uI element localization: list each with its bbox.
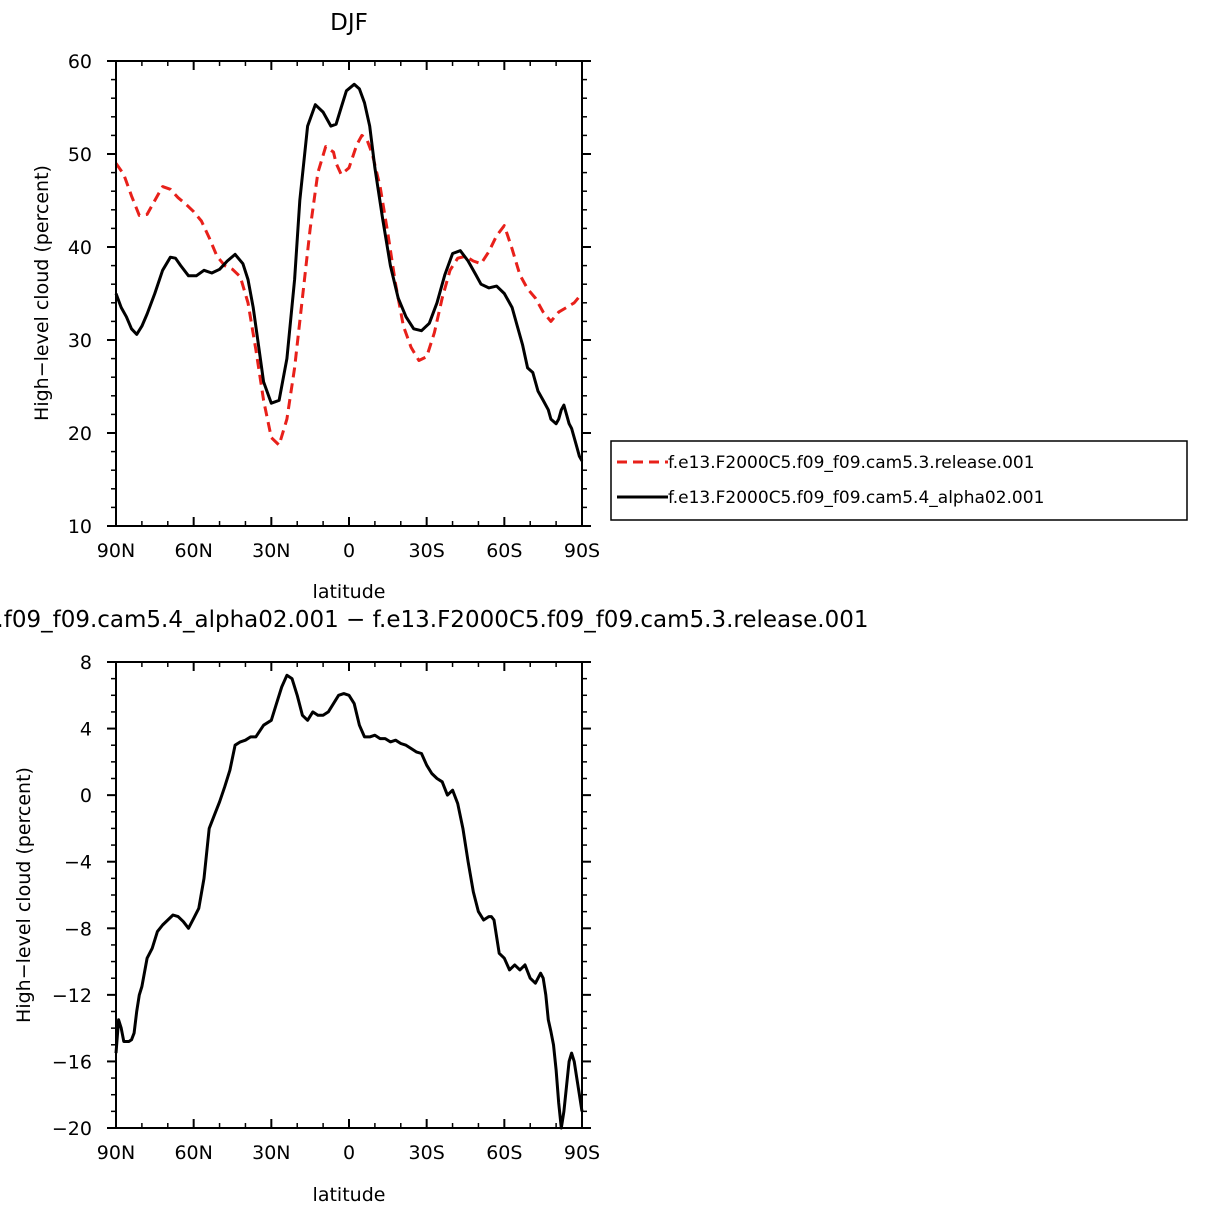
top-y-tick-label: 60 xyxy=(68,51,92,73)
bottom-x-tick-label: 0 xyxy=(343,1142,355,1164)
top-series-line-0 xyxy=(114,133,584,447)
top-x-tick-label: 60N xyxy=(174,540,212,562)
top-y-tick-label: 10 xyxy=(68,516,92,538)
legend: f.e13.F2000C5.f09_f09.cam5.3.release.001… xyxy=(610,440,1188,521)
bottom-x-tick-label: 90S xyxy=(564,1142,600,1164)
top-x-axis-title: latitude xyxy=(313,581,386,603)
bottom-y-axis-title: High−level cloud (percent) xyxy=(13,767,35,1023)
top-y-tick-label: 50 xyxy=(68,144,92,166)
top-y-axis-title: High−level cloud (percent) xyxy=(31,165,53,421)
bottom-plot-frame xyxy=(115,661,583,1129)
bottom-y-tick-label: −4 xyxy=(64,852,92,874)
top-y-tick-label: 20 xyxy=(68,423,92,445)
bottom-x-tick-label: 30N xyxy=(252,1142,290,1164)
bottom-y-tick-label: −12 xyxy=(52,985,92,1007)
bottom-y-tick-label: 0 xyxy=(80,785,92,807)
top-x-tick-label: 90S xyxy=(564,540,600,562)
top-x-tick-label: 60S xyxy=(486,540,522,562)
top-panel: DJF 90N 60N 30N 0 30S 60S 90S 10 20 30 40 50 60 lati… xyxy=(31,10,600,603)
bottom-x-tick-label: 60S xyxy=(486,1142,522,1164)
bottom-y-tick-label: −20 xyxy=(52,1118,92,1140)
bottom-x-axis-title: latitude xyxy=(313,1184,386,1206)
bottom-series-layer xyxy=(114,673,584,1130)
bottom-panel-title: f.e13.F2000C5.f09_f09.cam5.4_alpha02.001… xyxy=(0,607,869,633)
bottom-y-tick-label: 4 xyxy=(80,719,92,741)
legend-label-alpha02: f.e13.F2000C5.f09_f09.cam5.4_alpha02.001 xyxy=(668,488,1044,508)
top-plot-frame xyxy=(115,60,583,527)
bottom-ticks: 90N 60N 30N 0 30S 60S 90S −20 −16 −12 −8 −4 0 4 8 xyxy=(52,652,600,1164)
top-x-tick-label: 30N xyxy=(252,540,290,562)
bottom-x-tick-label: 90N xyxy=(97,1142,135,1164)
top-x-tick-label: 30S xyxy=(409,540,445,562)
top-x-tick-label: 0 xyxy=(343,540,355,562)
top-ticks: 90N 60N 30N 0 30S 60S 90S 10 20 30 40 50 60 xyxy=(68,51,600,562)
bottom-y-tick-label: −16 xyxy=(52,1051,92,1073)
bottom-series-line-0 xyxy=(114,673,584,1130)
bottom-x-tick-label: 30S xyxy=(409,1142,445,1164)
bottom-x-tick-label: 60N xyxy=(174,1142,212,1164)
legend-box xyxy=(610,440,1188,521)
legend-label-release: f.e13.F2000C5.f09_f09.cam5.3.release.001 xyxy=(668,453,1035,473)
top-x-tick-label: 90N xyxy=(97,540,135,562)
bottom-panel: f.e13.F2000C5.f09_f09.cam5.4_alpha02.001… xyxy=(0,607,869,1206)
top-y-tick-label: 30 xyxy=(68,330,92,352)
top-series-layer xyxy=(114,82,584,462)
bottom-y-tick-label: −8 xyxy=(64,918,92,940)
bottom-y-tick-label: 8 xyxy=(80,652,92,674)
top-series-line-1 xyxy=(114,82,584,462)
top-y-tick-label: 40 xyxy=(68,237,92,259)
top-panel-title: DJF xyxy=(330,10,368,36)
